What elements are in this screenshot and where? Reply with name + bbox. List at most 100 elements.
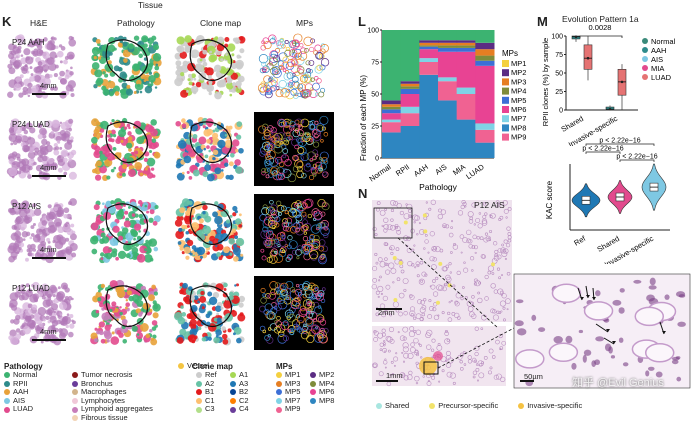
tissue-fiber	[372, 265, 378, 272]
tissue-fiber	[408, 214, 412, 218]
panel-m-violin-chart: KAC score p < 2.22e−16p < 2.22e−16p < 2.…	[545, 138, 670, 264]
tissue-fiber	[502, 306, 506, 310]
tissue-fiber	[452, 244, 459, 250]
tissue-fiber	[416, 274, 420, 278]
tissue-fiber	[384, 208, 387, 211]
tissue-fiber	[443, 284, 446, 286]
tile-mps-row-3	[254, 194, 334, 268]
tissue-fiber	[429, 256, 435, 262]
tissue-fiber	[441, 369, 445, 373]
tissue-fiber	[493, 289, 498, 294]
tissue-fiber	[506, 271, 511, 276]
figure-top-title: Tissue	[138, 0, 163, 10]
row-label: P12 AIS	[12, 202, 41, 211]
legend-label: Macrophages	[81, 387, 127, 397]
tissue-fiber	[409, 347, 416, 353]
tissue-fiber	[495, 339, 500, 345]
legend-swatch	[230, 389, 236, 396]
bar-mp9-ais	[438, 81, 458, 101]
bar-mp2-ais	[438, 40, 458, 43]
tissue-fiber	[389, 373, 392, 376]
tissue-fiber	[442, 286, 447, 292]
bar-mp3-rpii	[400, 83, 420, 87]
tissue-fiber	[437, 314, 440, 317]
legend-item: LUAD	[4, 405, 94, 414]
alveolus	[551, 283, 582, 303]
tissue-fiber	[484, 296, 489, 301]
tissue-fiber	[496, 254, 502, 260]
bar-mp6-normal	[382, 113, 402, 120]
tissue-fiber	[446, 276, 452, 282]
tissue-fiber	[505, 216, 508, 219]
tissue-fiber	[459, 360, 463, 364]
tissue-fiber	[426, 381, 432, 386]
legend-mps: MPs MP1 MP2 MP3 MP4 MP5 MP6 MP7 MP8 MP9	[276, 362, 356, 414]
tissue-fiber	[499, 347, 502, 351]
tissue-fiber	[429, 285, 432, 288]
legend-label: Lymphoid aggregates	[81, 404, 153, 414]
chart-l-legend-label: MP8	[511, 123, 526, 132]
tissue-fiber	[450, 220, 454, 223]
panel-n-legend-item: Shared	[376, 401, 409, 411]
legend-item: MP1	[276, 370, 310, 380]
legend-swatch	[276, 380, 282, 387]
tissue-fiber	[501, 340, 507, 346]
tissue-fiber	[460, 367, 464, 371]
legend-label: B2	[239, 387, 249, 397]
cell-nucleus	[622, 362, 629, 367]
legend-item: Fibrous tissue	[72, 413, 182, 423]
cell-nucleus	[664, 294, 670, 300]
bar-mp4-rpii	[400, 86, 420, 89]
tissue-fiber	[413, 244, 416, 247]
tissue-fiber	[507, 207, 512, 211]
panel-n-scale-zoom: 50µm	[524, 372, 543, 381]
tissue-fiber	[483, 356, 488, 360]
tissue-fiber	[373, 337, 378, 342]
tissue-fiber	[396, 229, 401, 235]
tissue-fiber	[391, 373, 395, 376]
chart-m2-pvalue: p < 2.22e−16	[616, 154, 657, 161]
legend-label: MP2	[319, 370, 335, 379]
tissue-fiber	[379, 210, 386, 216]
chart-m1-legend-label: AIS	[651, 55, 663, 64]
bar-mp9-normal	[382, 122, 402, 133]
tissue-fiber	[414, 375, 420, 382]
row-label: P24 LUAD	[12, 120, 50, 129]
tissue-fiber	[386, 224, 393, 231]
tissue-fiber	[474, 351, 479, 357]
legend-label: A2	[205, 378, 215, 388]
legend-swatch	[4, 398, 10, 405]
cell-nucleus	[531, 314, 537, 321]
chart-m2-pvalue-bracket	[619, 159, 655, 162]
bar-mp6-aah	[419, 49, 439, 59]
tissue-fiber	[494, 249, 499, 254]
tissue-fiber	[425, 201, 428, 204]
cell-nucleus	[610, 355, 616, 359]
chart-l-legend-swatch	[502, 78, 509, 86]
tissue-fiber	[384, 262, 388, 266]
legend-swatch	[276, 406, 282, 413]
tile-pathology-row-3	[86, 194, 166, 268]
invasive-region	[433, 351, 443, 361]
tissue-fiber	[417, 299, 423, 305]
tissue-fiber	[479, 236, 484, 241]
legend-swatch	[376, 403, 382, 410]
legend-swatch	[276, 389, 282, 396]
legend-item: B2	[230, 388, 264, 397]
bar-mp7-luad	[475, 123, 495, 130]
bar-mp2-normal	[382, 100, 402, 105]
tissue-fiber	[416, 264, 420, 268]
tissue-fiber	[488, 237, 491, 240]
tissue-fiber	[383, 344, 386, 347]
cell-nucleus	[645, 370, 650, 377]
tissue-fiber	[477, 291, 481, 295]
tissue-fiber	[415, 353, 419, 357]
chart-m2-pvalue-bracket	[585, 143, 655, 146]
tissue-fiber	[395, 352, 398, 355]
legend-swatch	[72, 389, 78, 396]
bar-mp6-ais	[438, 51, 458, 78]
tissue-fiber	[399, 210, 405, 216]
tissue-fiber	[438, 208, 442, 213]
tissue-fiber	[385, 269, 391, 275]
tissue-fiber	[481, 218, 488, 225]
